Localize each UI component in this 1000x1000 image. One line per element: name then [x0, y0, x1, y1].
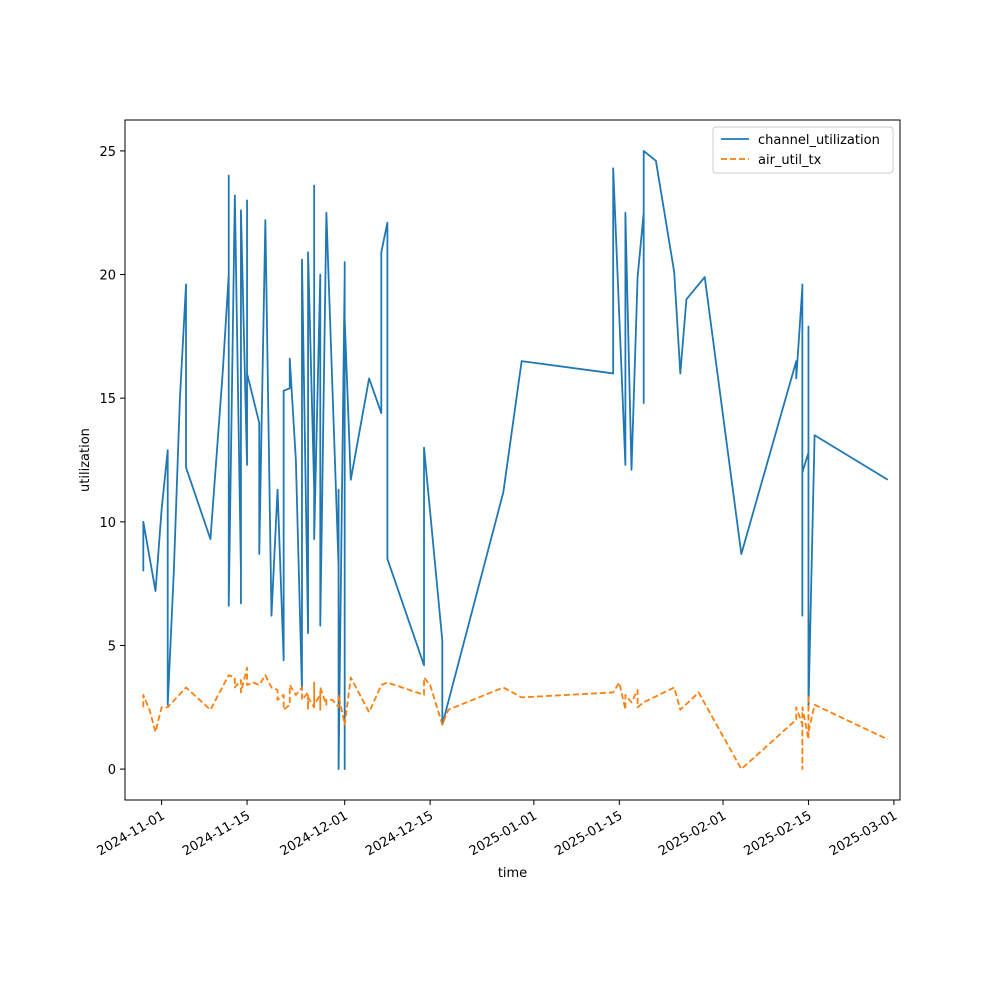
plot-frame	[124, 119, 901, 801]
y-tick-label: 15	[99, 392, 116, 407]
legend-label: channel_utilization	[758, 133, 880, 148]
x-tick-label: 2025-02-15	[742, 808, 815, 859]
x-tick-label: 2025-01-15	[552, 808, 625, 859]
x-axis-label: time	[498, 866, 527, 881]
plot-area	[124, 119, 901, 801]
y-tick-label: 10	[99, 516, 116, 531]
x-tick-label: 2025-01-01	[467, 808, 540, 859]
y-tick-label: 0	[108, 763, 116, 778]
x-axis: 2024-11-01 2024-11-15 2024-12-01 2024-12-15…	[95, 800, 900, 859]
legend-label: air_util_tx	[758, 153, 822, 168]
y-axis: 0 5 10 15 20 25	[99, 145, 125, 778]
y-tick-label: 20	[99, 269, 116, 284]
x-tick-label: 2024-12-15	[363, 808, 436, 859]
series-line-0	[142, 150, 889, 770]
y-tick-label: 25	[99, 145, 116, 160]
y-tick-label: 5	[108, 639, 116, 654]
series-layer	[142, 150, 889, 770]
x-tick-label: 2025-02-01	[656, 808, 729, 859]
x-tick-label: 2024-11-15	[180, 808, 253, 859]
series-line-1	[142, 666, 889, 770]
x-tick-label: 2025-03-01	[827, 808, 900, 859]
x-tick-label: 2024-12-01	[278, 808, 351, 859]
x-tick-label: 2024-11-01	[95, 808, 168, 859]
legend-box	[712, 126, 894, 174]
legend: channel_utilization air_util_tx	[712, 126, 894, 174]
y-axis-label: utilization	[78, 428, 93, 492]
